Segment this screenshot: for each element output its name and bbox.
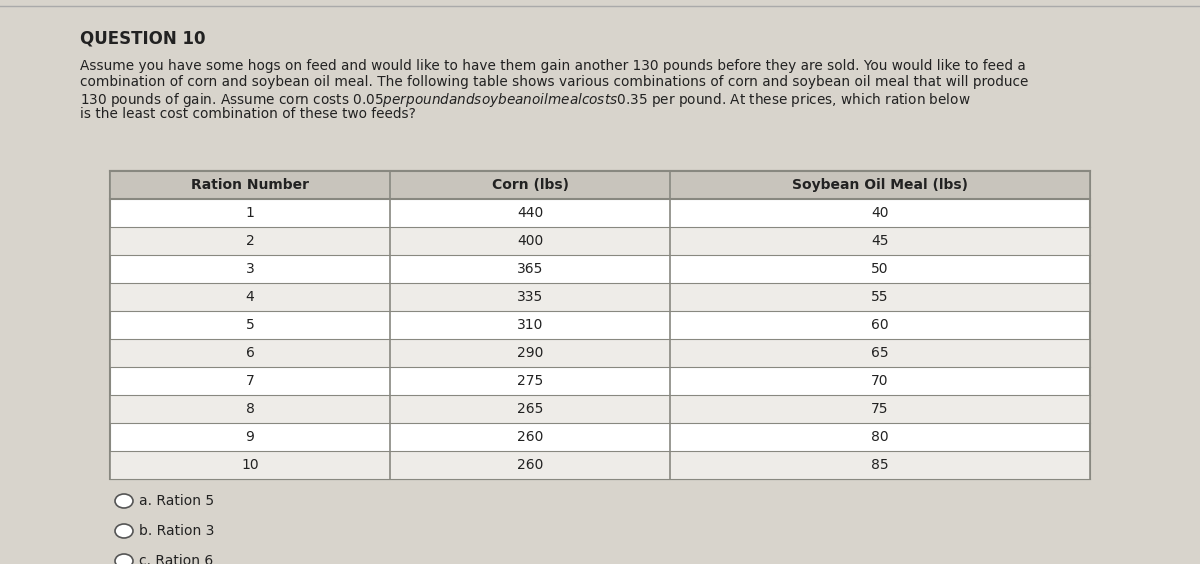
Text: 130 pounds of gain. Assume corn costs $0.05 per pound and soybean oil meal costs: 130 pounds of gain. Assume corn costs $0… — [80, 91, 971, 109]
Text: QUESTION 10: QUESTION 10 — [80, 29, 205, 47]
Ellipse shape — [115, 554, 133, 564]
Text: 70: 70 — [871, 374, 889, 388]
Text: 60: 60 — [871, 318, 889, 332]
Bar — [110, 171, 1090, 479]
Bar — [110, 339, 1090, 367]
Text: Corn (lbs): Corn (lbs) — [492, 178, 569, 192]
Text: 440: 440 — [517, 206, 544, 220]
Text: Ration Number: Ration Number — [191, 178, 310, 192]
Text: 6: 6 — [246, 346, 254, 360]
Text: 3: 3 — [246, 262, 254, 276]
Text: is the least cost combination of these two feeds?: is the least cost combination of these t… — [80, 107, 416, 121]
Text: b. Ration 3: b. Ration 3 — [139, 524, 215, 538]
Text: 290: 290 — [517, 346, 544, 360]
Text: 45: 45 — [871, 234, 889, 248]
Text: a. Ration 5: a. Ration 5 — [139, 494, 214, 508]
Text: 2: 2 — [246, 234, 254, 248]
Text: 265: 265 — [517, 402, 544, 416]
Text: 275: 275 — [517, 374, 544, 388]
Text: 40: 40 — [871, 206, 889, 220]
Text: 75: 75 — [871, 402, 889, 416]
Text: 4: 4 — [246, 290, 254, 304]
Text: 85: 85 — [871, 458, 889, 472]
Text: Assume you have some hogs on feed and would like to have them gain another 130 p: Assume you have some hogs on feed and wo… — [80, 59, 1026, 73]
Text: c. Ration 6: c. Ration 6 — [139, 554, 214, 564]
Text: 310: 310 — [517, 318, 544, 332]
Text: 8: 8 — [246, 402, 254, 416]
Text: 9: 9 — [246, 430, 254, 444]
Text: 260: 260 — [517, 430, 544, 444]
Text: 400: 400 — [517, 234, 544, 248]
Bar — [110, 227, 1090, 255]
Ellipse shape — [115, 494, 133, 508]
Text: 335: 335 — [517, 290, 544, 304]
Text: 55: 55 — [871, 290, 889, 304]
Text: 80: 80 — [871, 430, 889, 444]
Text: 260: 260 — [517, 458, 544, 472]
Bar — [110, 171, 1090, 199]
Ellipse shape — [115, 524, 133, 538]
Text: Soybean Oil Meal (lbs): Soybean Oil Meal (lbs) — [792, 178, 968, 192]
Text: 65: 65 — [871, 346, 889, 360]
Text: 50: 50 — [871, 262, 889, 276]
Text: combination of corn and soybean oil meal. The following table shows various comb: combination of corn and soybean oil meal… — [80, 75, 1028, 89]
Text: 7: 7 — [246, 374, 254, 388]
Bar — [110, 451, 1090, 479]
Bar — [110, 283, 1090, 311]
Text: 10: 10 — [241, 458, 259, 472]
Bar — [110, 395, 1090, 423]
Text: 365: 365 — [517, 262, 544, 276]
Text: 5: 5 — [246, 318, 254, 332]
Text: 1: 1 — [246, 206, 254, 220]
